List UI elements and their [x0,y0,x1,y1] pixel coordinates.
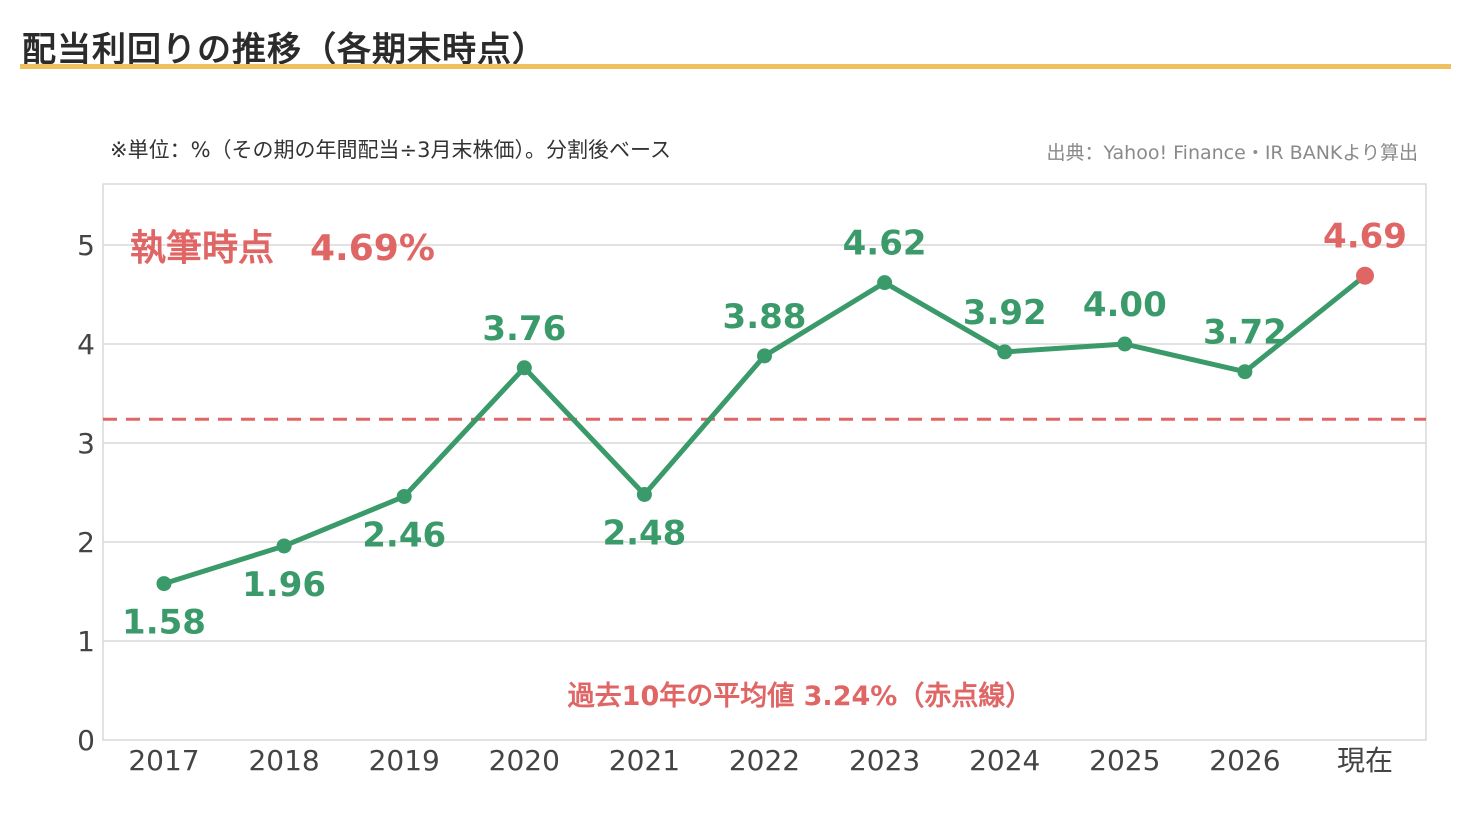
source-note: 出典：Yahoo! Finance・IR BANKより算出 [1046,142,1418,164]
x-tick-label-10: 現在 [1337,744,1393,777]
y-tick-label-0: 0 [77,724,95,757]
data-labels: 1.58 1.96 2.46 3.76 2.48 3.88 4.62 3.92 4.00 3.72… [122,217,1407,643]
x-tick-label-1: 2018 [248,744,319,777]
x-tick-label-6: 2023 [849,744,920,777]
data-point-4 [636,486,652,502]
data-points [156,266,1374,592]
x-tick-label-5: 2022 [729,744,800,777]
y-axis-ticks: 0 1 2 3 4 5 [77,229,95,757]
data-label-10: 4.69 [1323,217,1407,257]
title-underline [20,64,1451,69]
data-label-8: 4.00 [1083,285,1167,325]
average-annotation: 過去10年の平均値 3.24%（赤点線） [568,680,1033,712]
x-tick-label-3: 2020 [489,744,560,777]
x-axis-ticks: 2017 2018 2019 2020 2021 2022 2023 2024 2025 2026… [128,744,1393,777]
x-tick-label-8: 2025 [1089,744,1160,777]
x-tick-label-0: 2017 [128,744,199,777]
data-point-3 [516,360,532,376]
data-label-1: 1.96 [242,565,326,605]
data-label-2: 2.46 [362,515,446,555]
data-point-10 [1356,266,1374,285]
data-point-6 [877,275,893,291]
data-label-0: 1.58 [122,603,206,643]
y-tick-label-4: 4 [77,328,95,361]
y-tick-label-2: 2 [77,526,95,559]
y-tick-label-1: 1 [77,625,95,658]
plot-frame [102,183,1427,741]
data-point-9 [1237,364,1253,380]
x-tick-label-9: 2026 [1209,744,1280,777]
y-tick-label-3: 3 [77,427,95,460]
data-label-9: 3.72 [1203,313,1287,353]
y-tick-label-5: 5 [77,229,95,262]
data-label-3: 3.76 [482,309,566,349]
data-point-2 [396,488,412,504]
data-point-0 [156,576,172,592]
data-label-5: 3.88 [723,297,807,337]
x-tick-label-4: 2021 [609,744,680,777]
x-tick-label-7: 2024 [969,744,1040,777]
data-point-5 [757,348,772,364]
unit-note: ※単位：%（その期の年間配当÷3月末株価）。分割後ベース [110,138,671,162]
data-label-7: 3.92 [963,293,1047,333]
data-point-1 [276,538,292,554]
current-yield-annotation: 執筆時点 4.69% [130,228,435,269]
page-title: 配当利回りの推移（各期末時点） [22,30,547,70]
x-tick-label-2: 2019 [369,744,440,777]
data-point-8 [1117,336,1133,352]
data-label-6: 4.62 [843,224,927,264]
data-point-7 [997,344,1013,360]
grid-lines [103,244,1426,642]
data-label-4: 2.48 [602,513,686,553]
